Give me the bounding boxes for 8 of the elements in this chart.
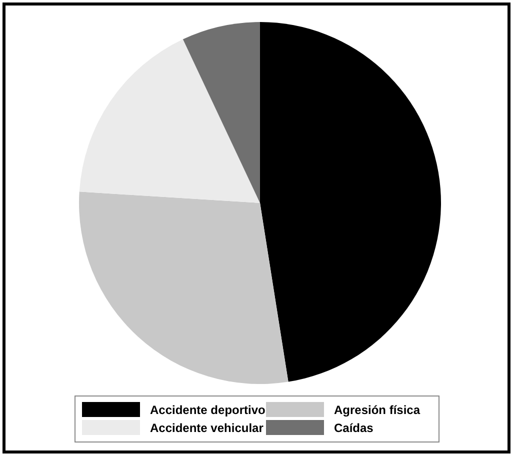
legend-label: Accidente deportivo (150, 403, 266, 417)
legend-label: Caídas (334, 421, 374, 435)
legend-label: Accidente vehicular (150, 421, 264, 435)
pie-slice (79, 192, 288, 384)
pie-slice (79, 39, 260, 203)
pie-slice (182, 22, 260, 203)
legend-label: Agresión física (334, 403, 420, 417)
pie-slice (260, 22, 441, 382)
